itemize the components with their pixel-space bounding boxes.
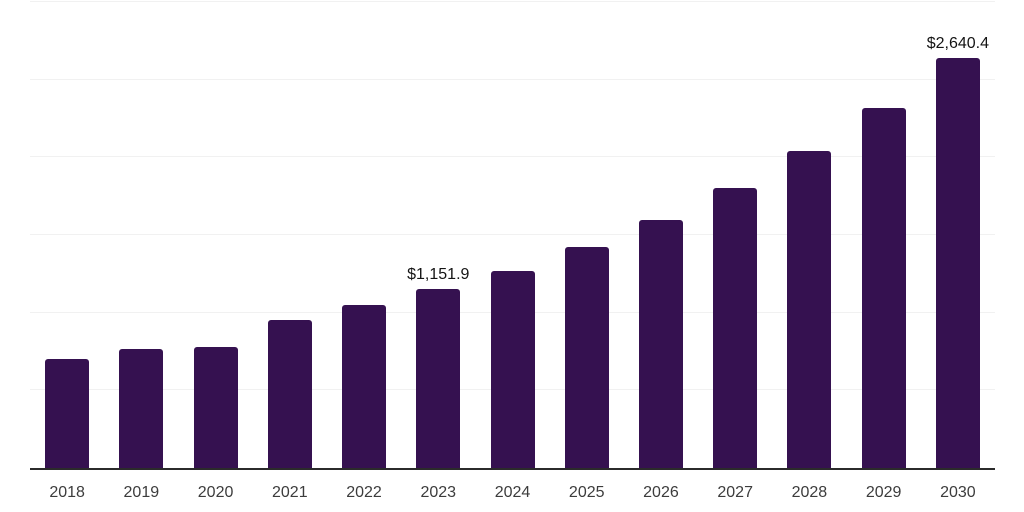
bar-2022 [342,305,387,468]
data-label-2030: $2,640.4 [926,34,990,52]
bar-2025 [564,246,609,468]
bar-2027 [713,187,758,468]
x-tick-2025: 2025 [568,484,605,501]
x-axis-labels: 2018 2019 2020 2021 2022 2023 2024 2025 2026 2027… [30,484,995,504]
x-tick-2019: 2019 [123,484,160,501]
bar-2030 [935,57,980,468]
x-axis-line [30,468,995,470]
x-tick-2029: 2029 [865,484,902,501]
bar-2028 [787,151,832,468]
bar-2024 [490,270,535,468]
bar-2029 [861,108,906,468]
plot-area: $1,151.9 $2,640.4 [30,1,995,470]
x-tick-2018: 2018 [49,484,85,501]
x-tick-2024: 2024 [494,484,531,501]
bar-2020 [193,346,238,468]
bar-2026 [638,219,683,468]
bar-2018 [45,358,90,468]
gridline-2500 [30,78,995,80]
bar-2019 [119,349,164,468]
x-tick-2027: 2027 [717,484,753,501]
gridline-2000 [30,156,995,158]
x-tick-2023: 2023 [420,484,457,501]
x-tick-2022: 2022 [346,484,382,501]
bar-2023 [416,289,461,468]
x-tick-2030: 2030 [940,484,976,501]
x-tick-2028: 2028 [791,484,828,501]
bar-2021 [267,320,312,468]
x-tick-2026: 2026 [643,484,679,501]
gridline-1500 [30,234,995,235]
x-tick-2021: 2021 [272,484,308,501]
data-label-2023: $1,151.9 [407,266,470,284]
gridline-3000 [30,1,995,2]
x-tick-2020: 2020 [197,484,234,501]
